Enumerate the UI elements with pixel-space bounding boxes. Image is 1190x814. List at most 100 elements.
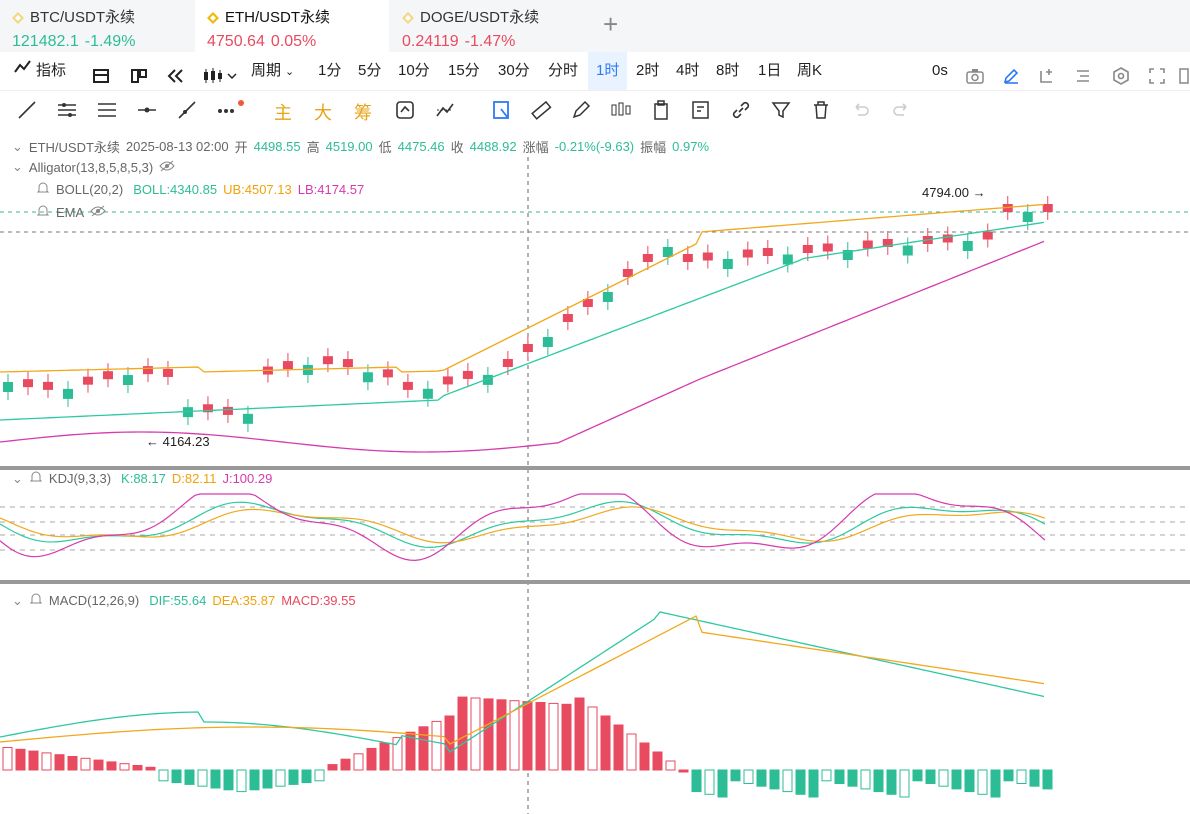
macd-bar xyxy=(314,769,325,782)
macd-bar xyxy=(795,769,806,795)
add-tab-button[interactable]: + xyxy=(603,9,619,39)
edit-note-icon[interactable] xyxy=(690,99,712,121)
macd-bar xyxy=(730,769,741,782)
more-icon[interactable] xyxy=(1178,62,1190,84)
tab-change: -1.49% xyxy=(84,33,136,50)
legend-change: -0.21%(-9.63) xyxy=(554,139,635,154)
candle-body xyxy=(322,356,333,365)
macd-bar xyxy=(977,769,988,795)
candle-body xyxy=(662,247,673,257)
macd-dif-line xyxy=(0,611,1045,753)
tab-eth[interactable]: ETH/USDT永续 4750.64 0.05% xyxy=(195,0,389,52)
chart-area[interactable]: 4794.00 → ← 4164.23 ⌄ ETH/USDT永续 2025-08-… xyxy=(0,132,1190,814)
collapse-icon[interactable]: ⌄ xyxy=(12,138,23,154)
chart-svg: 4794.00 → ← 4164.23 xyxy=(0,157,1190,814)
candle-body xyxy=(62,388,73,399)
bell-icon[interactable] xyxy=(29,470,43,487)
macd-bar xyxy=(743,769,754,784)
refresh-doc-icon[interactable] xyxy=(394,99,416,121)
candle-body xyxy=(762,248,773,256)
interval-0[interactable]: 1分 xyxy=(318,62,342,79)
interval-10[interactable]: 1日 xyxy=(758,62,782,79)
add-note-icon[interactable] xyxy=(1038,62,1056,83)
pane-separator[interactable] xyxy=(0,466,1190,470)
link-icon[interactable] xyxy=(730,99,752,121)
chip-main[interactable]: 主 xyxy=(274,103,292,123)
interval-5[interactable]: 分时 xyxy=(548,62,579,79)
ray-icon[interactable] xyxy=(176,99,198,121)
candle-body xyxy=(502,359,513,367)
chip-big[interactable]: 大 xyxy=(314,103,332,123)
macd-bar xyxy=(899,769,910,798)
chip-chips[interactable]: 筹 xyxy=(354,103,372,123)
macd-bar xyxy=(639,742,650,771)
interval-3[interactable]: 15分 xyxy=(448,62,480,79)
macd-bar xyxy=(223,769,234,791)
candles-icon[interactable] xyxy=(610,99,632,121)
layout-icon[interactable] xyxy=(92,62,110,83)
interval-2[interactable]: 10分 xyxy=(398,62,430,79)
redo-icon[interactable] xyxy=(890,99,912,121)
candle-body xyxy=(782,254,793,265)
macd-bar xyxy=(704,769,715,795)
chart-toolbar: 指标 周期 ⌄ 1分 5分 10分 15分 30分 分时 1时 2时 4时 8时 1日 周K 0s xyxy=(0,52,1190,91)
macd-bar xyxy=(1029,769,1040,787)
candle-body xyxy=(962,241,973,251)
select-tool-icon[interactable] xyxy=(490,99,512,121)
pane-separator[interactable] xyxy=(0,580,1190,584)
interval-9[interactable]: 8时 xyxy=(716,62,740,79)
macd-dea-line xyxy=(0,615,1045,745)
collapse-icon[interactable]: ⌄ xyxy=(12,592,23,608)
indicators-button[interactable]: 指标 xyxy=(14,52,66,90)
interval-1[interactable]: 5分 xyxy=(358,62,382,79)
macd-bar xyxy=(93,759,104,771)
collapse-icon[interactable]: ⌄ xyxy=(12,159,23,174)
bell-icon[interactable] xyxy=(36,204,50,221)
hlines-icon[interactable] xyxy=(96,99,118,121)
list-icon[interactable] xyxy=(1074,62,1092,82)
filter-icon[interactable] xyxy=(770,99,792,121)
tab-doge[interactable]: DOGE/USDT永续 0.24119 -1.47% xyxy=(390,0,584,52)
tab-price: 4750.64 xyxy=(207,33,265,50)
candle-body xyxy=(222,406,233,415)
pattern-icon[interactable] xyxy=(434,99,456,121)
candle-type-icon[interactable] xyxy=(202,62,238,83)
candle-body xyxy=(82,376,93,385)
candle-body xyxy=(402,381,413,390)
interval-11[interactable]: 周K xyxy=(797,62,823,79)
trash-icon[interactable] xyxy=(810,99,832,121)
parallel-lines-icon[interactable] xyxy=(56,99,78,121)
macd-bar xyxy=(210,769,221,789)
eye-off-icon[interactable] xyxy=(90,205,106,220)
draw-pen-icon[interactable] xyxy=(1002,62,1020,84)
period-dropdown[interactable]: 周期 ⌄ xyxy=(251,62,295,79)
kdj-legend: ⌄ KDJ(9,3,3) K:88.17 D:82.11 J:100.29 xyxy=(12,470,273,487)
brush-icon[interactable] xyxy=(570,99,592,121)
more-tools-icon[interactable] xyxy=(216,99,244,121)
tab-btc[interactable]: BTC/USDT永续 121482.1 -1.49% xyxy=(0,0,194,52)
interval-7[interactable]: 2时 xyxy=(636,62,660,79)
eye-off-icon[interactable] xyxy=(159,160,175,175)
split-icon[interactable] xyxy=(130,62,148,83)
undo-icon[interactable] xyxy=(850,99,872,121)
hline-icon[interactable] xyxy=(136,99,158,121)
camera-icon[interactable] xyxy=(965,62,985,84)
interval-6[interactable]: 1时 xyxy=(588,52,628,90)
macd-bar xyxy=(301,769,312,784)
fullscreen-icon[interactable] xyxy=(1148,62,1166,84)
interval-8[interactable]: 4时 xyxy=(676,62,700,79)
bell-icon[interactable] xyxy=(29,592,43,609)
bell-icon[interactable] xyxy=(36,181,50,198)
rewind-icon[interactable] xyxy=(166,62,184,83)
macd-bar xyxy=(405,731,416,771)
collapse-icon[interactable]: ⌄ xyxy=(12,470,23,486)
macd-bar xyxy=(535,702,546,771)
clipboard-icon[interactable] xyxy=(650,99,672,121)
interval-4[interactable]: 30分 xyxy=(498,62,530,79)
legend-time: 2025-08-13 02:00 xyxy=(125,139,229,154)
line-tool-icon[interactable] xyxy=(16,99,38,121)
macd-bar xyxy=(379,742,390,771)
settings-icon[interactable] xyxy=(1112,62,1130,85)
ruler-icon[interactable] xyxy=(530,99,552,121)
macd-bar xyxy=(613,724,624,771)
